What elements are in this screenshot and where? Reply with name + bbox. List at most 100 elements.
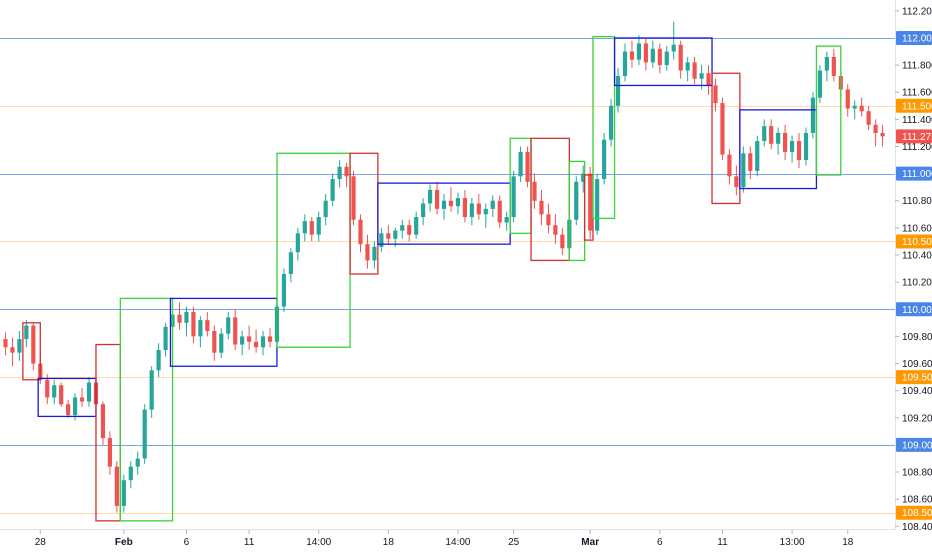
time-tick-label: 14:00 xyxy=(445,537,470,548)
box-down xyxy=(22,322,41,381)
candle-body xyxy=(650,48,655,63)
candle-body xyxy=(608,105,614,140)
candle-body xyxy=(483,208,488,215)
candle-body xyxy=(602,139,607,180)
candle-body xyxy=(212,330,217,353)
time-axis: 28 Feb 6 11 14:00 18 14:00 25 Mar 6 11 13:00 18 xyxy=(35,530,854,548)
candle-body xyxy=(713,85,718,104)
price-tick-label: 111.200 xyxy=(902,142,932,153)
candle-body xyxy=(852,105,857,109)
candle-body xyxy=(337,166,342,180)
candle-body xyxy=(755,141,760,171)
candle-body xyxy=(351,176,356,220)
box-up xyxy=(815,45,842,176)
level-badge-label: 109.000 xyxy=(902,440,932,451)
candle-body xyxy=(560,234,565,249)
candle-body xyxy=(247,336,252,342)
candle-body xyxy=(692,62,697,79)
candle-body xyxy=(699,73,704,79)
candle-body xyxy=(184,311,189,323)
candle-body xyxy=(372,246,377,261)
candle-body xyxy=(810,97,816,133)
candle-body xyxy=(414,217,419,235)
candle-body xyxy=(532,181,537,201)
candle-body xyxy=(365,244,370,261)
candle-body xyxy=(796,141,802,161)
candle-body xyxy=(789,141,795,152)
candle-body xyxy=(769,126,774,144)
candle-body xyxy=(657,48,662,66)
candle-body xyxy=(177,314,182,323)
boxes xyxy=(22,35,842,522)
candle-body xyxy=(553,225,558,235)
candle-body xyxy=(31,325,36,364)
candle-body xyxy=(260,336,266,348)
candle-body xyxy=(330,179,335,201)
level-badge xyxy=(896,30,932,45)
time-tick-label: 6 xyxy=(657,537,663,548)
candle-body xyxy=(741,153,746,188)
price-tick-label: 109.200 xyxy=(902,413,932,424)
box-up xyxy=(276,152,351,348)
candle-body xyxy=(86,382,92,402)
candle-body xyxy=(546,214,551,226)
candle-body xyxy=(114,466,119,506)
candle-body xyxy=(400,225,405,231)
candle-body xyxy=(66,404,71,416)
level-badge xyxy=(896,370,932,385)
candle-body xyxy=(428,189,433,204)
price-tick-label: 110.400 xyxy=(902,251,932,262)
candle-body xyxy=(219,333,224,353)
candle-body xyxy=(233,317,238,345)
price-tick-label: 110.600 xyxy=(902,223,932,234)
level-badge-label: 111.000 xyxy=(902,169,932,180)
candle-body xyxy=(240,336,245,345)
time-tick-label: 6 xyxy=(184,537,190,548)
candle-body xyxy=(595,179,600,231)
price-badges: 112.000 111.500 111.000 110.500 110.000 109.5… xyxy=(896,30,932,520)
time-tick-label: 18 xyxy=(842,537,854,548)
candle-body xyxy=(622,51,628,76)
candle-body xyxy=(191,311,196,337)
candle-body xyxy=(267,336,273,342)
candle-body xyxy=(10,347,15,353)
candle-body xyxy=(421,203,426,218)
candle-body xyxy=(469,203,474,218)
box-range xyxy=(613,37,713,87)
time-tick-label: Mar xyxy=(581,537,599,548)
candle-body xyxy=(685,62,690,71)
candle-body xyxy=(79,397,85,402)
price-tick-label: 108.400 xyxy=(902,522,932,533)
candle-body xyxy=(149,370,154,410)
candle-body xyxy=(253,341,259,348)
candle-body xyxy=(309,221,314,235)
candle-body xyxy=(880,132,885,137)
level-badge xyxy=(896,98,932,113)
candle-body xyxy=(441,200,447,209)
candle-body xyxy=(295,233,300,253)
candle-body xyxy=(803,132,809,161)
level-badge-label: 108.500 xyxy=(902,508,932,519)
candle-body xyxy=(448,200,454,207)
candle-body xyxy=(73,397,78,416)
time-tick-label: Feb xyxy=(115,537,133,548)
candle-body xyxy=(17,339,22,353)
candle-body xyxy=(302,221,307,234)
candle-body xyxy=(226,317,231,334)
candle-body xyxy=(462,198,467,218)
price-tick-label: 112.200 xyxy=(902,6,932,17)
level-badge-label: 112.000 xyxy=(902,33,932,44)
time-tick-label: 11 xyxy=(244,537,255,548)
candle-body xyxy=(407,225,412,235)
candle-body xyxy=(776,132,781,144)
candle-body xyxy=(476,203,481,215)
candle-body xyxy=(706,73,711,86)
candle-body xyxy=(3,339,8,348)
time-tick-label: 13:00 xyxy=(780,537,805,548)
candle-body xyxy=(281,273,287,307)
candle-body xyxy=(288,252,293,274)
candle-body xyxy=(824,56,829,71)
price-axis: 112.200 111.800 111.600 111.400 111.200 110.8… xyxy=(895,6,932,533)
